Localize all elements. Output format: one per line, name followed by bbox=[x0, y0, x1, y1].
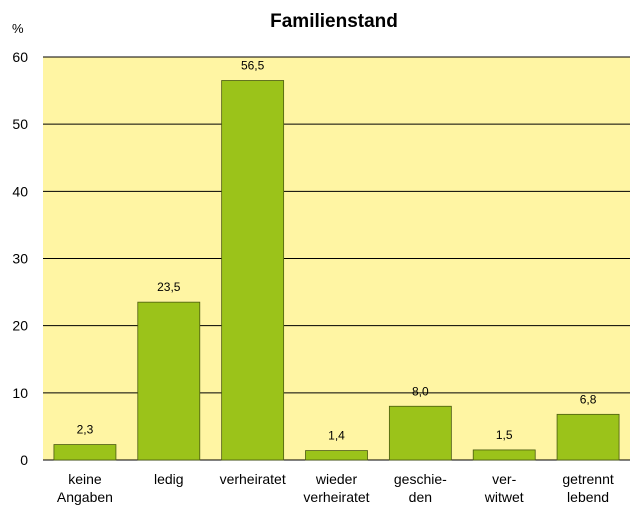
y-tick-label: 40 bbox=[12, 183, 28, 199]
chart-title: Familienstand bbox=[270, 11, 398, 32]
y-tick-label: 0 bbox=[20, 452, 28, 468]
x-tick-label: ver-witwet bbox=[484, 471, 524, 505]
x-tick-label: wieder verheiratet bbox=[303, 471, 369, 505]
y-tick-label: 50 bbox=[12, 116, 28, 132]
y-tick-label: 60 bbox=[12, 49, 28, 65]
value-label: 6,8 bbox=[580, 392, 597, 406]
bar bbox=[53, 444, 117, 461]
bar bbox=[472, 449, 536, 461]
x-tick-label: geschie-den bbox=[394, 471, 447, 505]
bar bbox=[137, 301, 201, 461]
bar bbox=[556, 413, 620, 461]
value-label: 1,4 bbox=[328, 429, 345, 443]
y-tick-label: 30 bbox=[12, 251, 28, 267]
value-label: 1,5 bbox=[496, 428, 513, 442]
y-axis-label: % bbox=[12, 21, 24, 36]
y-tick-label: 20 bbox=[12, 318, 28, 334]
y-tick-label: 10 bbox=[12, 385, 28, 401]
value-label: 8,0 bbox=[412, 384, 429, 398]
x-tick-label: keine Angaben bbox=[57, 471, 113, 505]
bar bbox=[221, 80, 285, 461]
value-label: 2,3 bbox=[77, 423, 94, 437]
x-tick-label: ledig bbox=[154, 471, 184, 487]
bar bbox=[388, 405, 452, 461]
value-label: 23,5 bbox=[157, 280, 181, 294]
bar bbox=[305, 450, 368, 461]
value-label: 56,5 bbox=[241, 59, 265, 73]
x-tick-label: verheiratet bbox=[220, 471, 286, 487]
x-tick-label: getrennt lebend bbox=[562, 471, 613, 505]
